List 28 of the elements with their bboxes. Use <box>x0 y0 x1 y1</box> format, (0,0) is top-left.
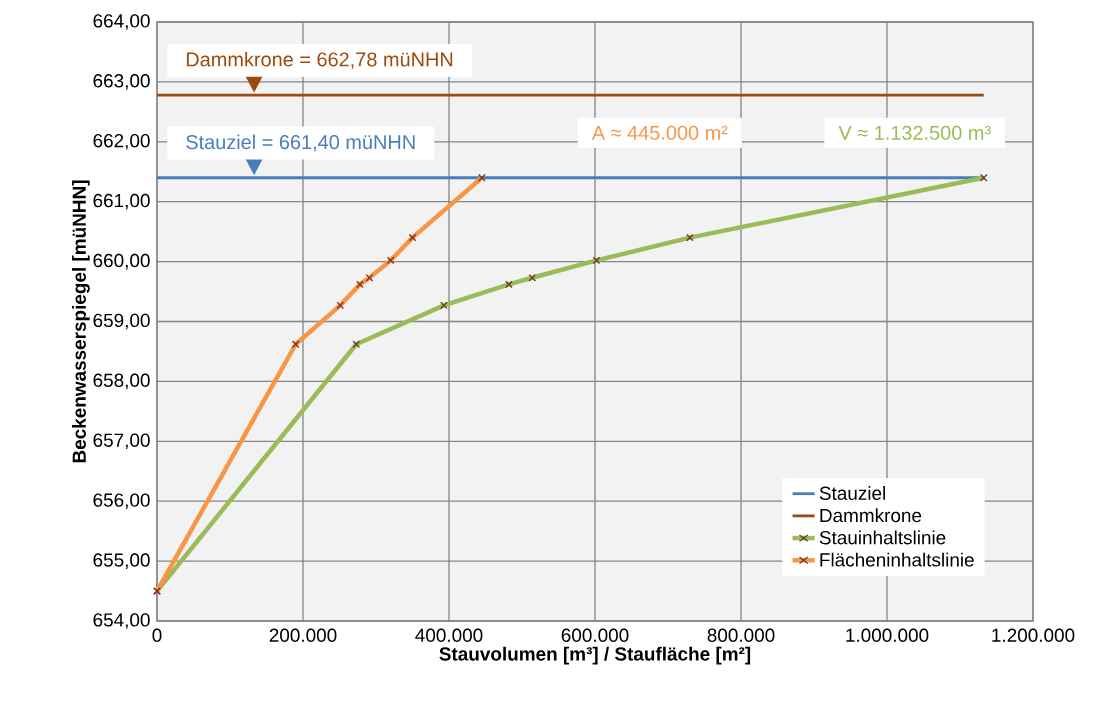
x-tick-label: 800.000 <box>707 628 775 642</box>
x-tick-label: 1.000.000 <box>846 628 929 642</box>
y-tick-label: 659,00 <box>93 313 150 330</box>
y-tick-label: 655,00 <box>93 553 150 569</box>
y-tick-label: 664,00 <box>93 14 150 30</box>
x-tick-label: 600.000 <box>561 628 629 642</box>
legend-label: Dammkrone <box>820 508 922 523</box>
annotation: A ≈ 445.000 m² <box>591 125 728 140</box>
y-tick-label: 661,00 <box>93 193 150 210</box>
y-axis-title: Beckenwasserspiegel [müNHN] <box>72 180 90 463</box>
legend-label: Stauziel <box>819 486 885 500</box>
y-tick-label: 654,00 <box>93 613 150 629</box>
y-tick-label: 660,00 <box>93 253 150 270</box>
legend-label: Flächeninhaltslinie <box>820 552 974 567</box>
legend-label: Stauinhaltslinie <box>819 530 946 545</box>
y-tick-label: 657,00 <box>93 433 150 450</box>
y-tick-label: 656,00 <box>93 493 150 510</box>
x-tick-label: 0 <box>152 628 162 642</box>
x-axis-title: Stauvolumen [m³] / Staufläche [m²] <box>439 646 751 665</box>
annotation: Dammkrone = 662,78 müNHN <box>186 51 453 69</box>
y-tick-label: 663,00 <box>93 74 150 90</box>
y-tick-label: 662,00 <box>93 133 150 150</box>
y-tick-label: 658,00 <box>93 373 150 390</box>
annotation: Stauziel = 661,40 müNHN <box>186 134 415 152</box>
annotation: V ≈ 1.132.500 m³ <box>838 125 991 140</box>
x-tick-label: 200.000 <box>269 628 337 642</box>
x-tick-label: 400.000 <box>415 628 483 642</box>
x-tick-label: 1.200.000 <box>992 628 1075 642</box>
